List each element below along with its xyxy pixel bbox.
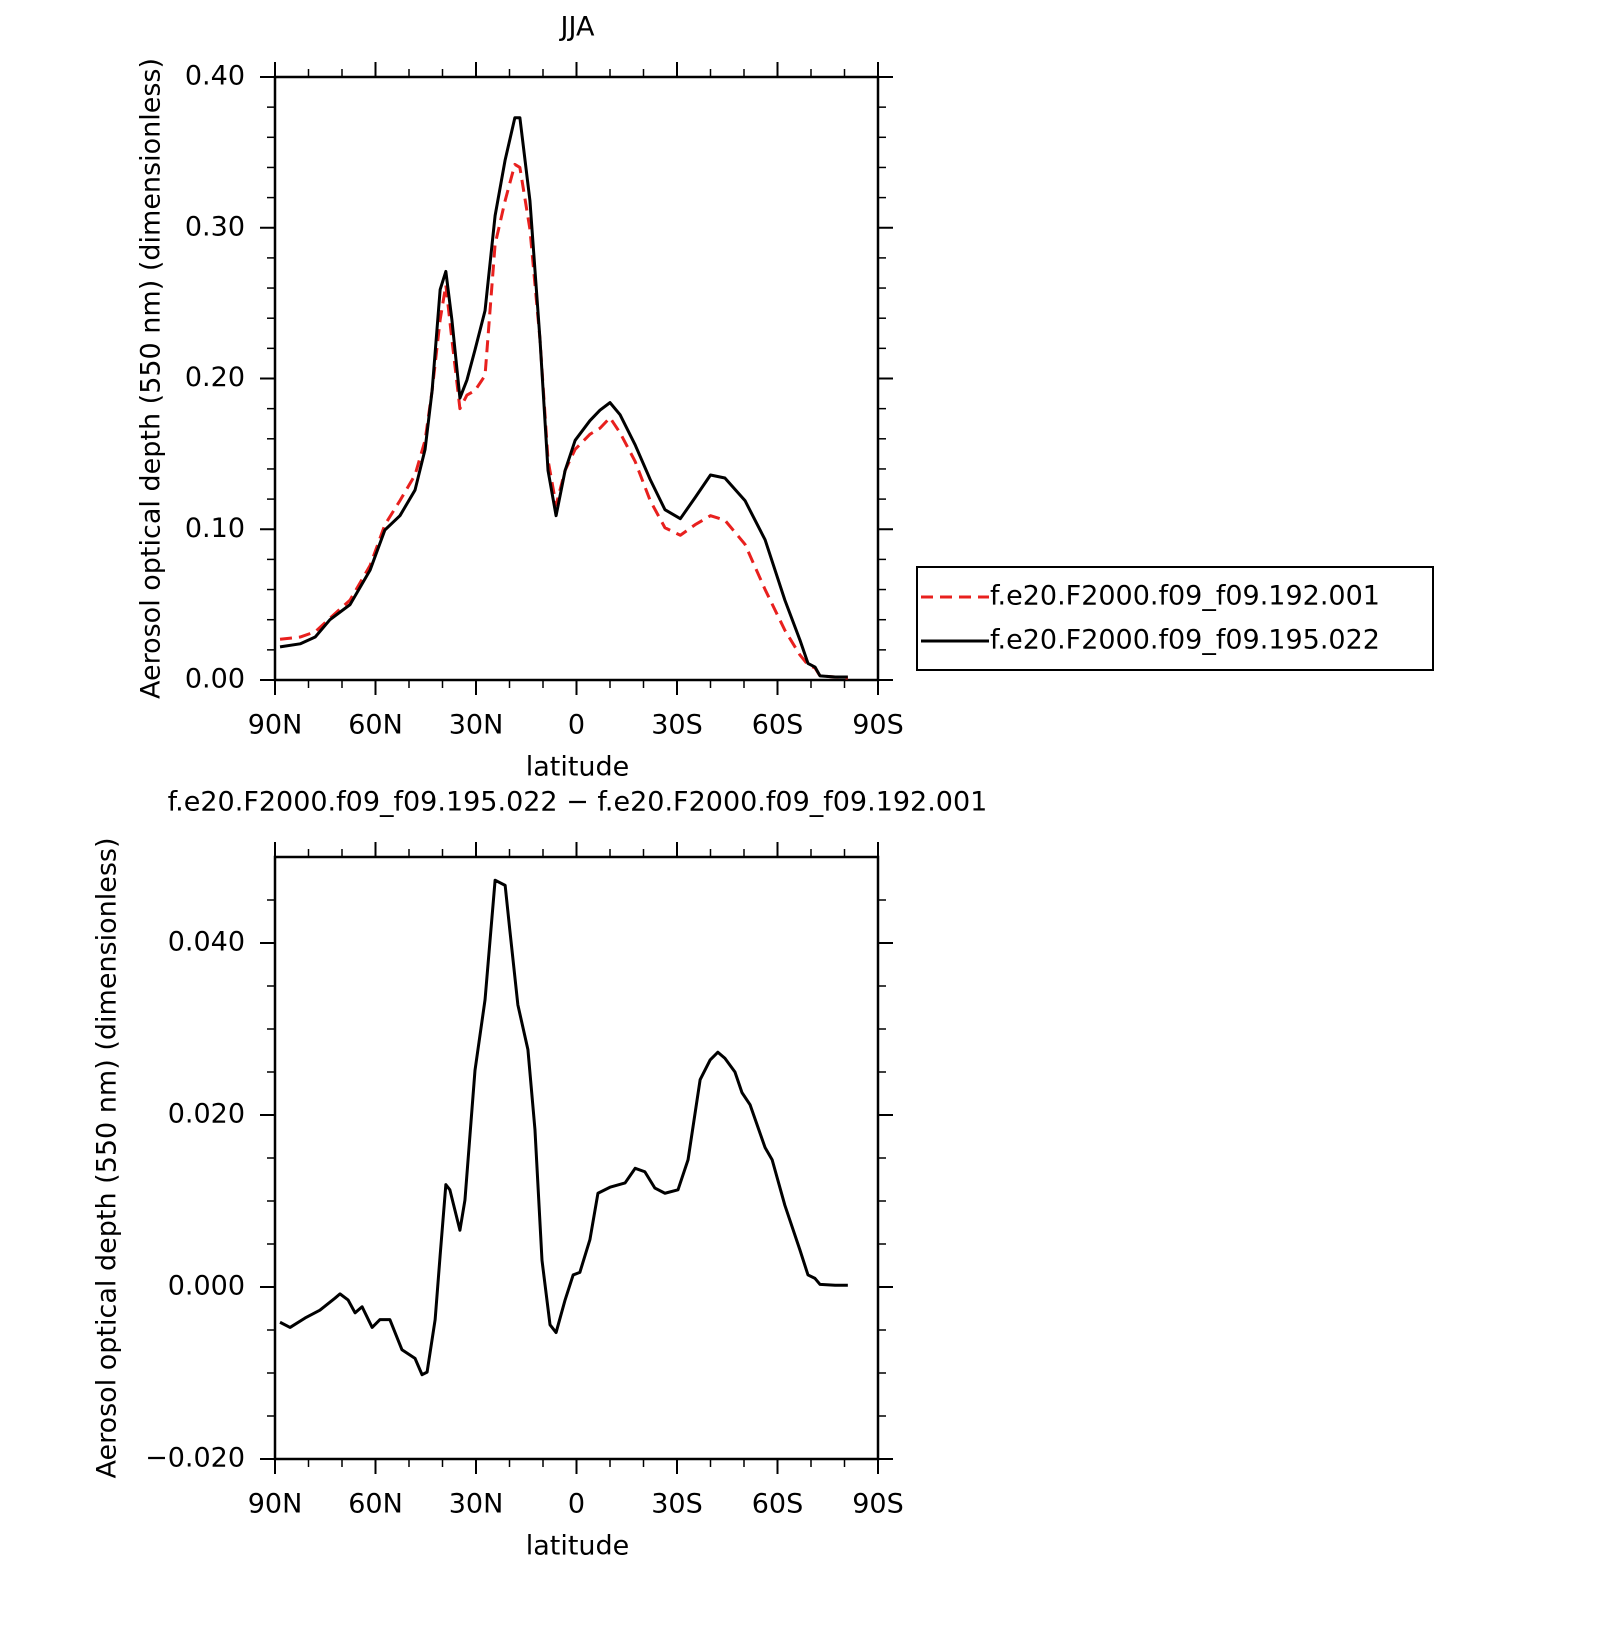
chart-title: f.e20.F2000.f09_f09.195.022 − f.e20.F200…	[168, 787, 988, 818]
x-tick-label: 60S	[752, 1489, 804, 1520]
y-tick-label: 0.10	[185, 513, 245, 544]
x-tick-label: 0	[568, 1489, 585, 1520]
y-tick-label: 0.40	[185, 61, 245, 92]
legend-label: f.e20.F2000.f09_f09.195.022	[990, 625, 1380, 656]
plot-frame	[273, 855, 880, 1461]
y-tick-label: 0.040	[168, 927, 245, 958]
data-line	[279, 116, 848, 679]
y-axis-label: Aerosol optical depth (550 nm) (dimensio…	[92, 837, 123, 1478]
x-tick-label: 90N	[248, 1489, 303, 1520]
x-tick-label: 30N	[449, 1489, 504, 1520]
x-tick-label: 30S	[651, 1489, 703, 1520]
x-axis-label: latitude	[526, 752, 630, 783]
x-tick-label: 0	[568, 710, 585, 741]
x-tick-label: 90N	[248, 710, 303, 741]
x-tick-label: 90S	[852, 710, 904, 741]
x-tick-label: 60N	[348, 710, 403, 741]
y-tick-label: −0.020	[145, 1443, 245, 1474]
x-tick-label: 60N	[348, 1489, 403, 1520]
y-axis-label: Aerosol optical depth (550 nm) (dimensio…	[136, 58, 167, 699]
legend-box	[916, 566, 1434, 671]
y-tick-label: 0.30	[185, 211, 245, 242]
data-line	[279, 162, 848, 680]
y-tick-label: 0.000	[168, 1271, 245, 1302]
y-tick-label: 0.020	[168, 1099, 245, 1130]
plot-frame	[273, 75, 880, 682]
x-tick-label: 30N	[449, 710, 504, 741]
y-tick-label: 0.20	[185, 362, 245, 393]
x-axis-label: latitude	[526, 1531, 630, 1562]
x-tick-label: 60S	[752, 710, 804, 741]
legend-label: f.e20.F2000.f09_f09.192.001	[990, 581, 1380, 612]
x-tick-label: 30S	[651, 710, 703, 741]
data-line	[279, 878, 848, 1377]
x-tick-label: 90S	[852, 1489, 904, 1520]
y-tick-label: 0.00	[185, 664, 245, 695]
chart-title: JJA	[559, 12, 595, 43]
